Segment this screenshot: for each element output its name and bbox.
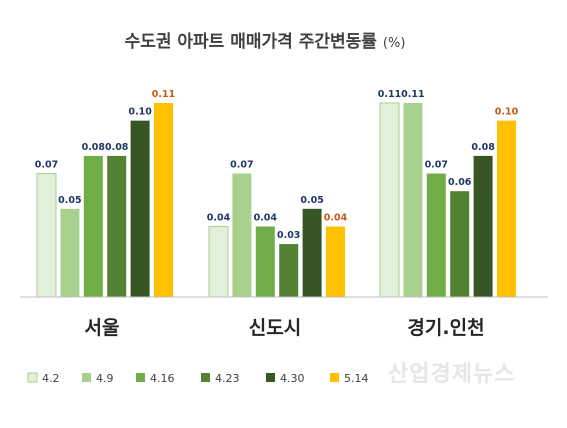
legend-swatch [266, 373, 275, 382]
legend-label: 4.9 [96, 372, 114, 385]
value-label: 0.08 [82, 142, 106, 153]
value-label: 0.10 [495, 107, 519, 118]
legend-swatch [201, 373, 210, 382]
bar-2-4-16 [255, 226, 275, 297]
bar-2-4-30 [302, 208, 322, 297]
legend-label: 5.14 [344, 372, 369, 385]
category-label: 서울 [85, 317, 120, 339]
category-label: 신도시 [249, 317, 301, 339]
value-label: 0.08 [105, 142, 129, 153]
bar-1-4-30 [130, 120, 150, 298]
bar-2-4-9 [232, 173, 252, 297]
chart-title: 수도권 아파트 매매가격 주간변동률 (%) [125, 32, 406, 52]
legend-swatch [82, 373, 91, 382]
legend-label: 4.2 [42, 372, 60, 385]
bar-1-4-16 [83, 155, 103, 297]
value-label: 0.10 [128, 107, 152, 118]
legend-label: 4.23 [215, 372, 240, 385]
value-label: 0.05 [58, 195, 81, 206]
bar-3-4-2 [379, 102, 400, 298]
legend: 4.2 4.9 4.16 4.23 4.30 5.14 [27, 372, 369, 385]
legend-swatch [330, 373, 339, 382]
bar-2-5-14 [326, 226, 345, 297]
value-label: 0.11 [152, 89, 175, 100]
category-label: 경기.인천 [407, 317, 484, 339]
bar-3-4-30 [473, 155, 493, 297]
bar-2-4-2 [208, 225, 229, 298]
bar-1-4-9 [60, 208, 80, 297]
value-label: 0.03 [277, 230, 300, 241]
bar-3-4-16 [426, 173, 446, 297]
value-label: 0.08 [471, 142, 495, 153]
category-labels-group: 서울 신도시 경기.인천 [85, 317, 485, 339]
bar-1-4-23 [107, 155, 127, 297]
legend-label: 4.30 [280, 372, 305, 385]
chart-title-text: 수도권 아파트 매매가격 주간변동률 [125, 32, 378, 52]
legend-swatch [27, 372, 38, 383]
bar-2-4-23 [279, 244, 299, 297]
value-label: 0.04 [207, 212, 231, 223]
bar-3-4-23 [450, 191, 470, 297]
bar-1-5-14 [154, 103, 173, 297]
value-label: 0.07 [35, 160, 58, 171]
value-label: 0.04 [254, 212, 278, 223]
value-label: 0.04 [324, 212, 348, 223]
bar-3-5-14 [497, 120, 516, 298]
bar-3-4-9 [403, 103, 423, 297]
watermark: 산업경제뉴스 [388, 362, 516, 387]
value-label: 0.11 [401, 89, 424, 100]
value-label: 0.07 [230, 160, 253, 171]
bar-1-4-2 [36, 173, 57, 298]
legend-label: 4.16 [150, 372, 175, 385]
bars-group [36, 102, 516, 298]
value-label: 0.11 [378, 89, 401, 100]
chart-title-unit: (%) [383, 36, 406, 51]
value-labels-group: 0.070.050.08 0.080.100.110.040.070.040.03… [35, 89, 519, 241]
legend-swatch [136, 373, 145, 382]
value-label: 0.07 [425, 160, 448, 171]
value-label: 0.06 [448, 177, 472, 188]
value-label: 0.05 [300, 195, 323, 206]
